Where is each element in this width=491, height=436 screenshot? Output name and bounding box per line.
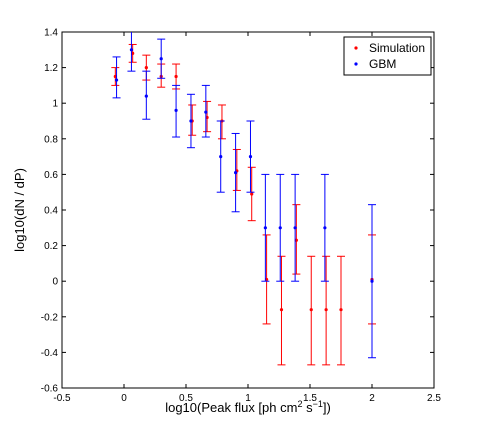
- y-tick-label: 0: [52, 277, 58, 288]
- simulation-data-point: [339, 308, 343, 312]
- gbm-data-point: [174, 108, 178, 112]
- gbm-data-point: [114, 78, 119, 82]
- gbm-data-point: [370, 279, 374, 283]
- x-tick-label: 0.5: [179, 393, 193, 404]
- legend-simulation-label: Simulation: [369, 41, 425, 55]
- gbm-data-point: [144, 94, 148, 98]
- legend-simulation-marker: [354, 46, 358, 50]
- gbm-data-point: [189, 119, 193, 123]
- gbm-data-point: [234, 171, 238, 175]
- gbm-data-point: [159, 57, 163, 61]
- y-tick-label: -0.2: [41, 312, 59, 323]
- legend-box: [343, 36, 432, 76]
- x-tick-label: 2.5: [427, 393, 441, 404]
- y-tick-label: 1: [52, 99, 58, 110]
- x-tick-label: 1.5: [303, 393, 317, 404]
- gbm-data-point: [219, 155, 223, 159]
- x-axis-label-mid: s: [302, 400, 313, 415]
- y-tick-label: -0.6: [41, 384, 59, 395]
- series-gbm: [112, 32, 376, 359]
- y-tick-label: 1.4: [44, 28, 58, 39]
- y-tick-label: 0.6: [44, 170, 58, 181]
- y-tick-label: 1.2: [44, 63, 58, 74]
- legend: Simulation GBM: [343, 36, 432, 76]
- gbm-data-point: [248, 155, 253, 159]
- simulation-data-point: [279, 308, 284, 312]
- legend-gbm-marker: [354, 62, 358, 66]
- y-axis-label: log10(dN / dP): [12, 168, 27, 252]
- simulation-data-point: [144, 66, 148, 70]
- x-axis-label-sup2: −1: [313, 399, 323, 409]
- gbm-data-point: [129, 48, 134, 52]
- y-tick-label: -0.4: [41, 348, 59, 359]
- simulation-data-point: [250, 192, 254, 196]
- axis-ticks: -0.5 0 0.5 1 1.5 2 2.5 -0.6 -0.4 -0.2 0 0.2 0.4 0.6 0.…: [41, 28, 442, 405]
- y-tick-label: 0.2: [44, 241, 58, 252]
- simulation-data-point: [324, 308, 328, 312]
- x-tick-label: 2: [369, 393, 375, 404]
- y-tick-label: 0.8: [44, 134, 58, 145]
- gbm-data-point: [278, 226, 282, 230]
- simulation-data-point: [309, 308, 313, 312]
- gbm-data-point: [263, 226, 267, 230]
- legend-gbm-label: GBM: [369, 57, 396, 71]
- x-tick-label: -0.5: [53, 393, 71, 404]
- x-axis-label-sup1: 2: [297, 399, 302, 409]
- data-marks: [111, 32, 376, 366]
- x-axis-label: log10(Peak flux [ph cm2 s−1]): [165, 399, 331, 415]
- simulation-data-point: [174, 74, 178, 79]
- gbm-data-point: [293, 226, 297, 230]
- gbm-data-point: [204, 110, 208, 114]
- gbm-data-point: [323, 226, 327, 230]
- x-tick-label: 1: [245, 393, 251, 404]
- x-axis-label-main: log10(Peak flux [ph cm: [165, 400, 297, 415]
- y-tick-label: 0.4: [44, 206, 58, 217]
- x-axis-label-end: ]): [323, 400, 331, 415]
- x-tick-label: 0: [121, 393, 127, 404]
